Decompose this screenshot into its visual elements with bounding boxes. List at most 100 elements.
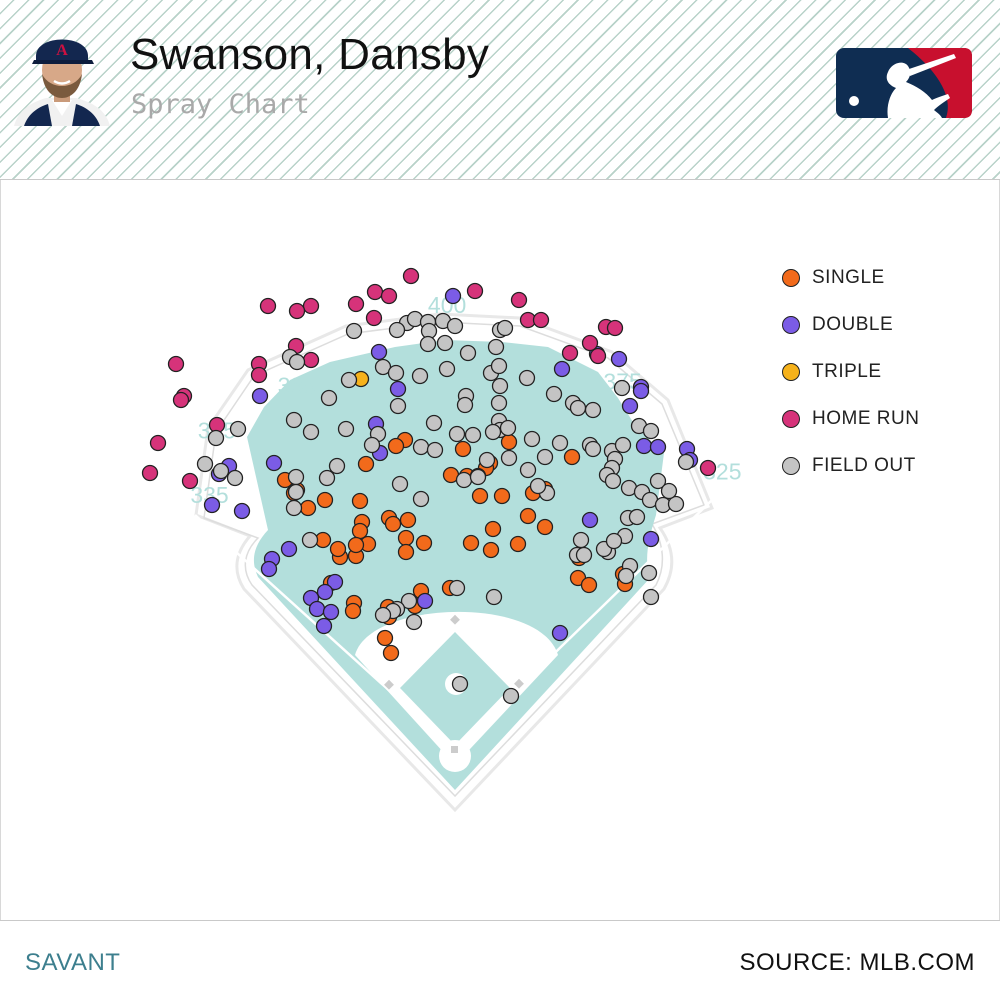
point-home-run-2[interactable] — [380, 287, 398, 305]
point-single-37[interactable] — [329, 540, 347, 558]
point-field-out-30[interactable] — [584, 401, 602, 419]
point-home-run-5[interactable] — [510, 291, 528, 309]
point-double-12[interactable] — [581, 511, 599, 529]
point-home-run-14[interactable] — [581, 334, 599, 352]
point-field-out-83[interactable] — [500, 449, 518, 467]
point-field-out-92[interactable] — [412, 490, 430, 508]
point-single-27[interactable] — [384, 515, 402, 533]
point-field-out-27[interactable] — [545, 385, 563, 403]
point-double-27[interactable] — [316, 583, 334, 601]
point-double-18[interactable] — [265, 454, 283, 472]
point-single-5[interactable] — [493, 487, 511, 505]
point-home-run-8[interactable] — [259, 297, 277, 315]
point-field-out-109[interactable] — [374, 606, 392, 624]
point-double-30[interactable] — [322, 603, 340, 621]
point-field-out-106[interactable] — [400, 592, 418, 610]
point-field-out-94[interactable] — [318, 469, 336, 487]
point-home-run-4[interactable] — [466, 282, 484, 300]
point-field-out-42[interactable] — [425, 414, 443, 432]
point-field-out-15[interactable] — [288, 353, 306, 371]
point-home-run-18[interactable] — [302, 351, 320, 369]
point-double-25[interactable] — [260, 560, 278, 578]
point-field-out-85[interactable] — [519, 461, 537, 479]
point-home-run-0[interactable] — [402, 267, 420, 285]
point-field-out-93[interactable] — [328, 457, 346, 475]
point-field-out-37[interactable] — [337, 420, 355, 438]
point-double-1[interactable] — [370, 343, 388, 361]
point-field-out-62[interactable] — [649, 472, 667, 490]
legend-item-home-run[interactable]: HOME RUN — [782, 395, 919, 442]
point-single-54[interactable] — [563, 448, 581, 466]
point-single-13[interactable] — [482, 541, 500, 559]
point-single-38[interactable] — [347, 536, 365, 554]
point-field-out-71[interactable] — [628, 508, 646, 526]
point-field-out-101[interactable] — [196, 455, 214, 473]
legend-item-field-out[interactable]: FIELD OUT — [782, 442, 919, 489]
point-field-out-23[interactable] — [518, 369, 536, 387]
point-field-out-96[interactable] — [287, 483, 305, 501]
point-field-out-22[interactable] — [491, 377, 509, 395]
point-single-18[interactable] — [357, 455, 375, 473]
point-field-out-90[interactable] — [469, 468, 487, 486]
point-field-out-80[interactable] — [572, 531, 590, 549]
point-field-out-8[interactable] — [496, 319, 514, 337]
point-single-33[interactable] — [397, 543, 415, 561]
point-single-41[interactable] — [344, 602, 362, 620]
point-field-out-44[interactable] — [464, 426, 482, 444]
point-field-out-78[interactable] — [617, 567, 635, 585]
point-double-32[interactable] — [416, 592, 434, 610]
point-field-out-102[interactable] — [212, 462, 230, 480]
point-field-out-9[interactable] — [345, 322, 363, 340]
point-home-run-27[interactable] — [181, 472, 199, 490]
point-field-out-61[interactable] — [604, 472, 622, 490]
point-field-out-21[interactable] — [490, 357, 508, 375]
point-double-29[interactable] — [308, 600, 326, 618]
point-field-out-100[interactable] — [207, 429, 225, 447]
point-home-run-13[interactable] — [606, 319, 624, 337]
point-field-out-48[interactable] — [499, 419, 517, 437]
point-single-24[interactable] — [351, 492, 369, 510]
point-home-run-20[interactable] — [250, 366, 268, 384]
point-field-out-51[interactable] — [551, 434, 569, 452]
point-double-33[interactable] — [251, 387, 269, 405]
point-home-run-1[interactable] — [366, 283, 384, 301]
point-field-out-55[interactable] — [614, 436, 632, 454]
point-field-out-36[interactable] — [302, 423, 320, 441]
point-single-17[interactable] — [387, 437, 405, 455]
point-field-out-110[interactable] — [405, 613, 423, 631]
legend-item-double[interactable]: DOUBLE — [782, 301, 919, 348]
point-field-out-49[interactable] — [523, 430, 541, 448]
point-single-10[interactable] — [536, 518, 554, 536]
point-field-out-10[interactable] — [419, 335, 437, 353]
point-field-out-18[interactable] — [411, 367, 429, 385]
point-field-out-82[interactable] — [575, 546, 593, 564]
point-field-out-12[interactable] — [459, 344, 477, 362]
point-double-0[interactable] — [444, 287, 462, 305]
point-field-out-53[interactable] — [584, 440, 602, 458]
point-field-out-105[interactable] — [448, 579, 466, 597]
legend-item-triple[interactable]: TRIPLE — [782, 348, 919, 395]
point-double-15[interactable] — [389, 380, 407, 398]
point-single-31[interactable] — [397, 529, 415, 547]
point-field-out-69[interactable] — [677, 453, 695, 471]
point-field-out-17[interactable] — [387, 364, 405, 382]
point-double-23[interactable] — [280, 540, 298, 558]
point-home-run-23[interactable] — [172, 391, 190, 409]
point-field-out-19[interactable] — [438, 360, 456, 378]
point-home-run-3[interactable] — [347, 295, 365, 313]
point-field-out-91[interactable] — [391, 475, 409, 493]
point-single-15[interactable] — [454, 440, 472, 458]
point-single-11[interactable] — [509, 535, 527, 553]
point-single-50[interactable] — [580, 576, 598, 594]
point-single-29[interactable] — [351, 522, 369, 540]
legend-item-single[interactable]: SINGLE — [782, 254, 919, 301]
point-field-out-67[interactable] — [667, 495, 685, 513]
point-field-out-47[interactable] — [484, 423, 502, 441]
point-home-run-6[interactable] — [302, 297, 320, 315]
point-field-out-111[interactable] — [451, 675, 469, 693]
point-field-out-75[interactable] — [605, 532, 623, 550]
point-double-6[interactable] — [632, 382, 650, 400]
point-home-run-7[interactable] — [288, 302, 306, 320]
point-field-out-104[interactable] — [485, 588, 503, 606]
point-double-4[interactable] — [610, 350, 628, 368]
